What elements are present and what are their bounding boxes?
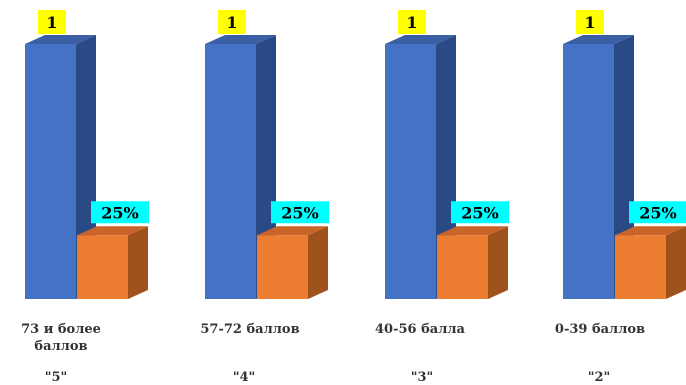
data-label-g1-s2: 25% [101,203,138,222]
bar-side-g2-s2 [308,226,328,299]
bar-g3-s1 [385,44,436,299]
category-label-5: 73 и более баллов [21,322,101,354]
category-label-2: 0-39 баллов [554,322,646,337]
data-label-g3-s1: 1 [406,13,417,32]
bar-g4-s2 [615,235,666,299]
bar-top-g2-s2 [257,226,328,236]
data-label-bg-g4-s1 [576,10,604,34]
data-label-g2-s1: 1 [226,13,237,32]
data-label-bg-g1-s1 [38,10,66,34]
category-label-3: 40-56 балла [375,322,465,337]
grade-label-4: "4" [232,370,256,385]
grade-label-3: "3" [410,370,434,385]
bar-top-g1-s2 [77,226,148,236]
data-label-g4-s2: 25% [639,203,676,222]
data-label-bg-g3-s2 [451,201,509,224]
bar-top-g4-s1 [563,35,634,44]
bar-top-g4-s2 [615,226,686,236]
bar-g1-s1 [25,44,76,299]
data-label-g3-s2: 25% [461,203,498,222]
bar-g1-s2 [77,235,128,299]
bar-g2-s2 [257,235,308,299]
bar-g2-s1 [205,44,256,299]
grade-label-2: "2" [587,370,611,385]
bar-top-g3-s2 [437,226,508,236]
data-label-bg-g1-s2 [91,201,149,224]
data-label-g4-s1: 1 [584,13,595,32]
bar-top-g1-s1 [25,35,96,44]
bar-top-g3-s1 [385,35,456,44]
bar-side-g4-s2 [666,226,686,299]
grade-label-5: "5" [44,370,68,385]
category-label-4: 57-72 баллов [200,322,300,337]
data-label-bg-g3-s1 [398,10,426,34]
data-label-bg-g2-s2 [271,201,329,224]
bar-side-g3-s2 [488,226,508,299]
bar-side-g1-s2 [128,226,148,299]
bar-g4-s1 [563,44,614,299]
data-label-bg-g4-s2 [629,201,686,224]
data-label-bg-g2-s1 [218,10,246,34]
data-label-g1-s1: 1 [46,13,57,32]
bar-g3-s2 [437,235,488,299]
bar-top-g2-s1 [205,35,276,44]
data-label-g2-s2: 25% [281,203,318,222]
